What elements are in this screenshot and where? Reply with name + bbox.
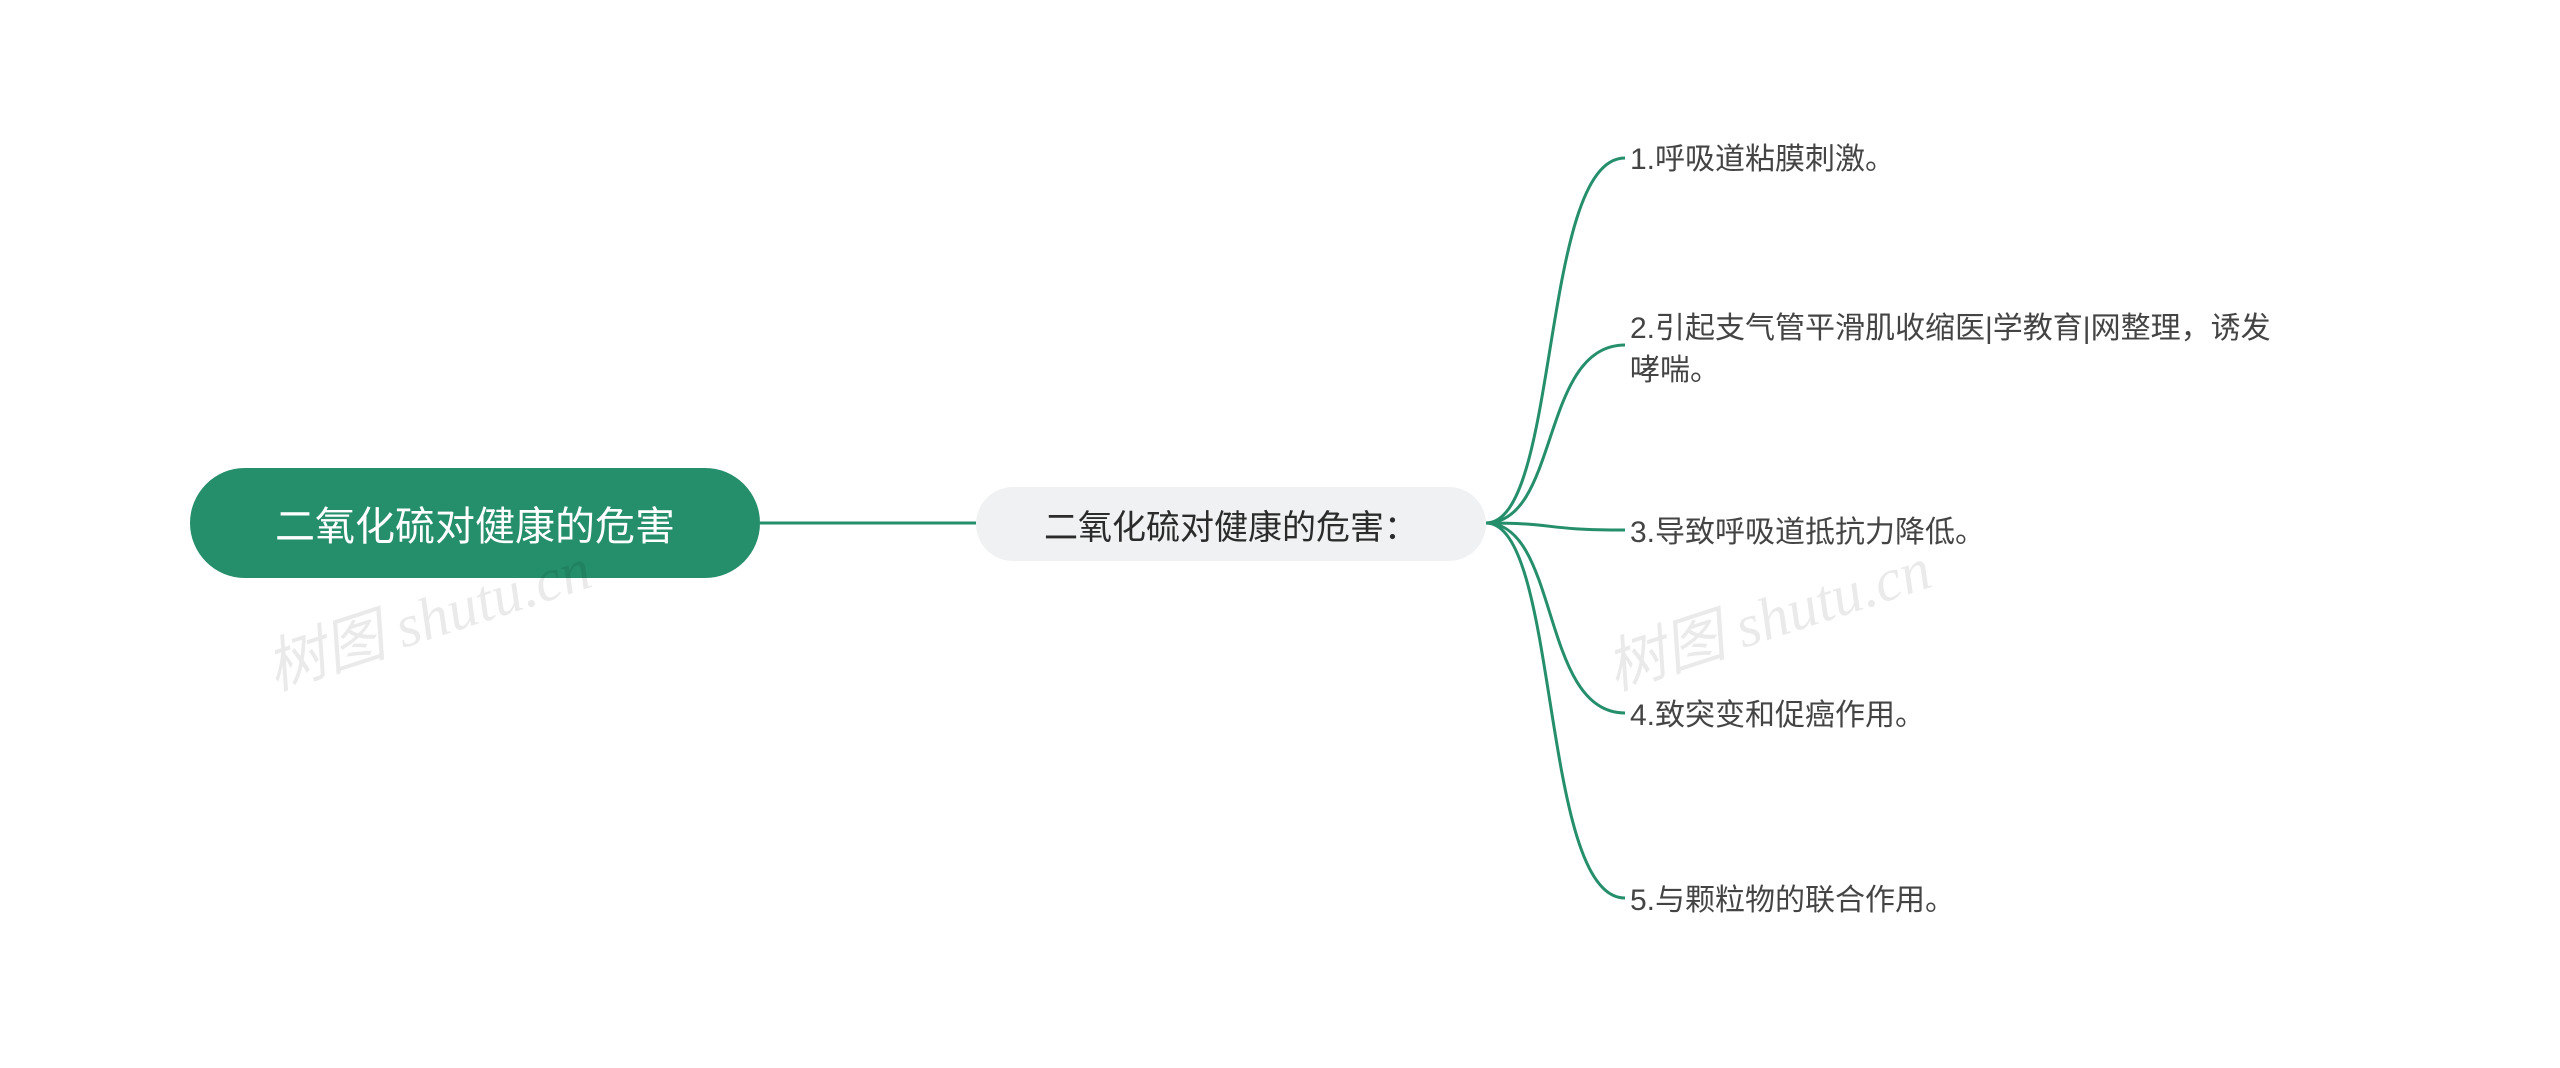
leaf-4[interactable]: 4.致突变和促癌作用。 (1630, 695, 2190, 737)
leaf-3-label: 3.导致呼吸道抵抗力降低。 (1630, 516, 1985, 549)
sub-label: 二氧化硫对健康的危害： (1044, 500, 1418, 549)
root-node[interactable]: 二氧化硫对健康的危害 (190, 468, 760, 578)
sub-node[interactable]: 二氧化硫对健康的危害： (976, 487, 1486, 561)
root-label: 二氧化硫对健康的危害 (275, 494, 675, 552)
leaf-5-label: 5.与颗粒物的联合作用。 (1630, 884, 1955, 917)
leaf-2-label: 2.引起支气管平滑肌收缩医|学教育|网整理，诱发哮喘。 (1630, 312, 2271, 387)
leaf-1-label: 1.呼吸道粘膜刺激。 (1630, 143, 1895, 176)
leaf-3[interactable]: 3.导致呼吸道抵抗力降低。 (1630, 512, 2190, 554)
leaf-2[interactable]: 2.引起支气管平滑肌收缩医|学教育|网整理，诱发哮喘。 (1630, 308, 2290, 392)
leaf-5[interactable]: 5.与颗粒物的联合作用。 (1630, 880, 2190, 922)
leaf-4-label: 4.致突变和促癌作用。 (1630, 699, 1925, 732)
mindmap-canvas: 二氧化硫对健康的危害 二氧化硫对健康的危害： 1.呼吸道粘膜刺激。 2.引起支气… (0, 0, 2560, 1068)
leaf-1[interactable]: 1.呼吸道粘膜刺激。 (1630, 139, 2190, 181)
